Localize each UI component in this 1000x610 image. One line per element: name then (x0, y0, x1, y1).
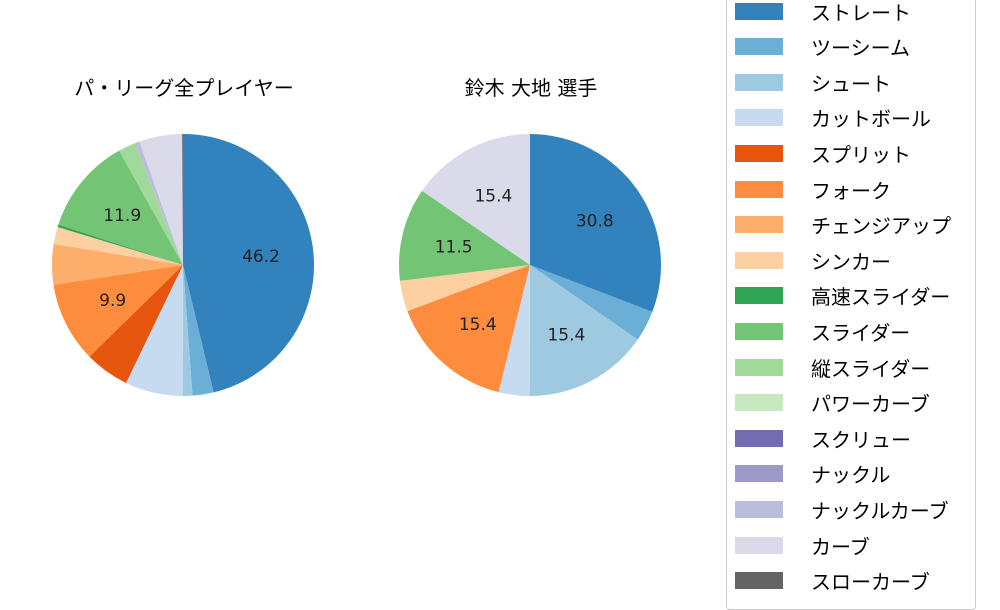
legend-label: ストレート (811, 0, 911, 25)
pie-slice (134, 141, 183, 265)
pie-slice (89, 265, 183, 383)
chart-title-league: パ・リーグ全プレイヤー (74, 76, 294, 100)
legend: ストレートツーシームシュートカットボール スプリットフォークチェンジアップ シンカー… (726, 0, 976, 610)
legend-item: スローカーブ (735, 569, 930, 595)
legend-swatch (735, 38, 783, 56)
legend-label: ツーシーム (811, 36, 910, 61)
legend-swatch (735, 251, 783, 269)
legend-swatch (735, 144, 783, 162)
legend-swatch (735, 216, 783, 234)
pie-slice (57, 224, 183, 265)
pie-charts: 46.2 9.9 11.9 30.8 15.4 15.4 11.5 15.4 (52, 134, 661, 397)
pie-slice (58, 150, 183, 265)
legend-label: パワーカーブ (811, 392, 930, 417)
slice-label: 15.4 (474, 186, 512, 206)
chart-title-player: 鈴木 大地 選手 (464, 76, 598, 100)
legend-label: フォーク (811, 178, 891, 203)
legend-item: シンカー (735, 248, 891, 274)
pie-slice (53, 227, 184, 265)
pie-slice (139, 134, 183, 265)
legend-swatch (735, 465, 783, 483)
legend-item: ツーシーム (735, 35, 910, 61)
pie-slice (399, 190, 530, 281)
legend-label: スクリュー (811, 427, 911, 452)
legend-swatch (735, 322, 783, 340)
legend-label: シンカー (811, 249, 891, 274)
slice-label: 11.9 (103, 206, 141, 226)
legend-label: シュート (811, 71, 891, 96)
legend-item: ナックル (735, 462, 891, 488)
pie-slice (119, 143, 183, 265)
pie-slice (529, 265, 638, 397)
pie-slice (183, 134, 314, 393)
pie-slice (530, 134, 661, 312)
legend-item: スライダー (735, 319, 911, 345)
legend-item: パワーカーブ (735, 391, 930, 417)
legend-swatch (735, 572, 783, 590)
pie-slice (182, 134, 183, 265)
pie-slice (126, 265, 183, 396)
legend-swatch (735, 180, 783, 198)
legend-swatch (735, 394, 783, 412)
pie-slice (422, 134, 530, 265)
pie-slice (53, 265, 184, 357)
pie-slice (399, 265, 530, 312)
legend-item: スプリット (735, 141, 911, 167)
legend-label: 縦スライダー (811, 356, 931, 381)
legend-label: カットボール (811, 107, 931, 132)
legend-label: カーブ (811, 534, 870, 559)
legend-label: スローカーブ (811, 570, 930, 595)
legend-item: カーブ (735, 533, 870, 559)
slice-label: 30.8 (576, 211, 614, 231)
pie-slice (498, 265, 530, 396)
pie-slice (407, 265, 530, 393)
legend-item: 縦スライダー (735, 355, 931, 381)
legend-label: チェンジアップ (811, 214, 951, 239)
legend-item: ナックルカーブ (735, 497, 949, 523)
legend-swatch (735, 2, 783, 20)
slice-label: 46.2 (242, 247, 280, 267)
legend-swatch (735, 429, 783, 447)
legend-item: チェンジアップ (735, 213, 951, 239)
legend-item: シュート (735, 70, 891, 96)
legend-swatch (735, 358, 783, 376)
slice-label: 11.5 (435, 237, 473, 257)
slice-label: 9.9 (99, 291, 126, 311)
legend-swatch (735, 287, 783, 305)
legend-label: ナックルカーブ (811, 498, 949, 523)
legend-item: スクリュー (735, 426, 911, 452)
legend-item: 高速スライダー (735, 284, 951, 310)
pie-slice (52, 243, 184, 285)
legend-item: フォーク (735, 177, 891, 203)
legend-swatch (735, 536, 783, 554)
pie-slice (183, 265, 214, 396)
legend-label: ナックル (811, 463, 891, 488)
legend-label: 高速スライダー (811, 285, 951, 310)
pie-slice (530, 265, 653, 340)
pie-slice (182, 265, 193, 396)
legend-item: ストレート (735, 0, 911, 25)
legend-item: カットボール (735, 106, 931, 132)
legend-swatch (735, 500, 783, 518)
legend-swatch (735, 73, 783, 91)
legend-swatch (735, 109, 783, 127)
slice-label: 15.4 (459, 315, 497, 335)
slice-label: 15.4 (547, 326, 585, 346)
legend-label: スライダー (811, 320, 911, 345)
legend-label: スプリット (811, 142, 911, 167)
